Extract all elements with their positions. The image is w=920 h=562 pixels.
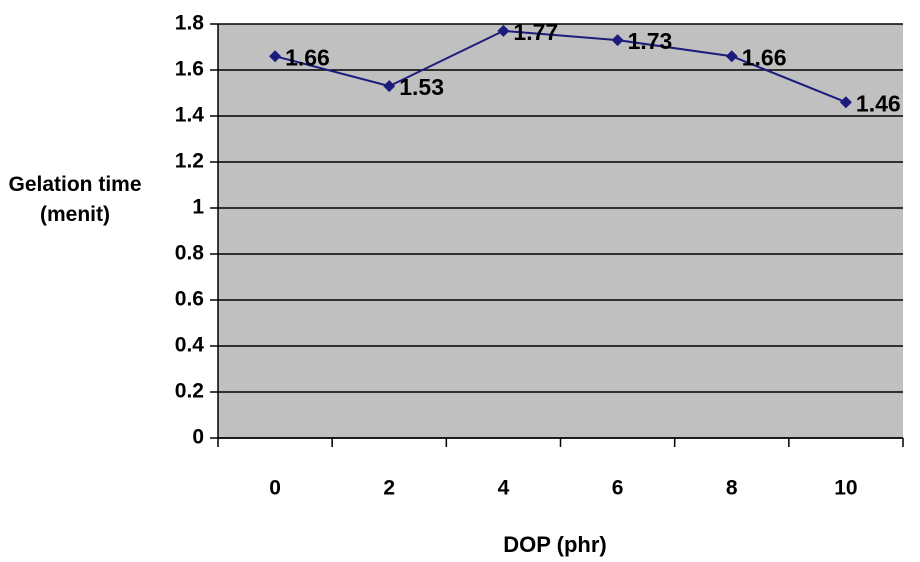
y-axis-title: Gelation time (menit) (8, 173, 142, 226)
x-tick-label: 6 (612, 477, 624, 500)
data-label: 1.53 (399, 74, 444, 100)
y-tick-label: 0.2 (175, 380, 204, 403)
y-tick-label: 1 (192, 196, 204, 219)
y-tick-label: 1.2 (175, 150, 204, 173)
data-label: 1.73 (628, 28, 673, 54)
data-point (839, 96, 852, 109)
x-tick-label: 2 (383, 477, 395, 500)
x-tick-label: 4 (498, 477, 510, 500)
y-tick-label: 0 (192, 426, 204, 449)
x-tick-label: 0 (269, 477, 281, 500)
data-point (383, 80, 396, 93)
data-label: 1.46 (856, 90, 901, 116)
data-point (611, 34, 624, 47)
plot-area (218, 24, 903, 438)
y-tick-label: 1.6 (175, 58, 204, 81)
x-axis-title: DOP (phr) (503, 532, 606, 557)
y-tick-label: 1.8 (175, 12, 205, 35)
y-tick-label: 0.6 (175, 288, 204, 311)
data-label: 1.66 (742, 44, 787, 70)
x-tick-label: 8 (726, 477, 738, 500)
data-label: 1.66 (285, 44, 330, 70)
y-tick-label: 0.4 (175, 334, 205, 357)
data-point (497, 24, 510, 37)
data-line (274, 29, 847, 104)
data-point (725, 50, 738, 63)
data-label: 1.77 (513, 19, 558, 45)
x-tick-label: 10 (834, 477, 857, 500)
y-tick-label: 1.4 (175, 104, 205, 127)
data-point (269, 50, 282, 63)
y-tick-label: 0.8 (175, 242, 205, 265)
